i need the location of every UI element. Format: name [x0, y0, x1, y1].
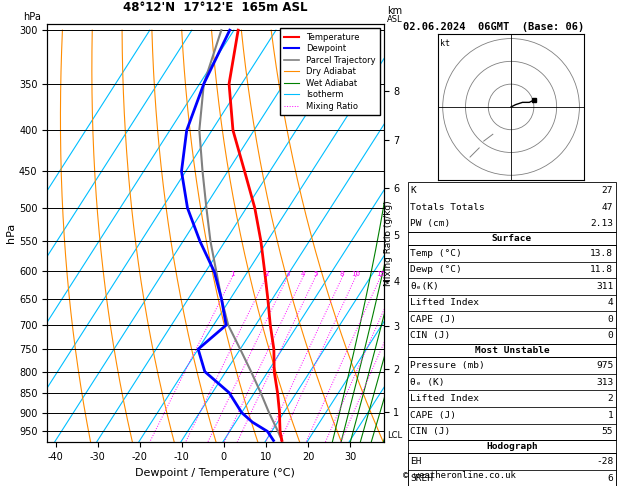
Text: CAPE (J): CAPE (J)	[410, 411, 456, 420]
Text: Totals Totals: Totals Totals	[410, 203, 485, 211]
Text: θₑ(K): θₑ(K)	[410, 282, 439, 291]
Text: SREH: SREH	[410, 473, 433, 483]
Text: 8: 8	[340, 271, 345, 277]
Text: 311: 311	[596, 282, 613, 291]
Text: 0: 0	[608, 331, 613, 340]
Text: 5: 5	[313, 271, 318, 277]
Text: 2.13: 2.13	[590, 219, 613, 228]
Text: Pressure (mb): Pressure (mb)	[410, 361, 485, 370]
Text: LCL: LCL	[387, 431, 402, 440]
Text: hPa: hPa	[24, 12, 42, 22]
Text: Lifted Index: Lifted Index	[410, 298, 479, 307]
Text: θₑ (K): θₑ (K)	[410, 378, 445, 387]
Text: 10: 10	[351, 271, 360, 277]
Text: 2: 2	[264, 271, 269, 277]
Text: PW (cm): PW (cm)	[410, 219, 450, 228]
Text: 1: 1	[608, 411, 613, 420]
Text: 15: 15	[376, 271, 385, 277]
Text: Most Unstable: Most Unstable	[475, 347, 549, 355]
Text: 975: 975	[596, 361, 613, 370]
Text: EH: EH	[410, 457, 421, 466]
Text: Lifted Index: Lifted Index	[410, 394, 479, 403]
Text: -28: -28	[596, 457, 613, 466]
Text: 47: 47	[602, 203, 613, 211]
Text: Temp (°C): Temp (°C)	[410, 249, 462, 258]
Text: 2: 2	[608, 394, 613, 403]
Text: 13.8: 13.8	[590, 249, 613, 258]
Text: 27: 27	[602, 186, 613, 195]
Text: Surface: Surface	[492, 234, 532, 243]
Text: 48°12'N  17°12'E  165m ASL: 48°12'N 17°12'E 165m ASL	[123, 1, 308, 14]
Text: K: K	[410, 186, 416, 195]
Text: Mixing Ratio (g/kg): Mixing Ratio (g/kg)	[384, 200, 393, 286]
Text: kt: kt	[440, 38, 450, 48]
Text: ASL: ASL	[387, 15, 403, 24]
Text: Dewp (°C): Dewp (°C)	[410, 265, 462, 274]
Text: 3: 3	[285, 271, 289, 277]
Text: Hodograph: Hodograph	[486, 442, 538, 451]
X-axis label: Dewpoint / Temperature (°C): Dewpoint / Temperature (°C)	[135, 468, 296, 478]
Text: CAPE (J): CAPE (J)	[410, 315, 456, 324]
Text: CIN (J): CIN (J)	[410, 331, 450, 340]
Text: 4: 4	[608, 298, 613, 307]
Y-axis label: hPa: hPa	[6, 223, 16, 243]
Text: 55: 55	[602, 427, 613, 436]
Legend: Temperature, Dewpoint, Parcel Trajectory, Dry Adiabat, Wet Adiabat, Isotherm, Mi: Temperature, Dewpoint, Parcel Trajectory…	[280, 29, 379, 115]
Text: 4: 4	[301, 271, 305, 277]
Text: 11.8: 11.8	[590, 265, 613, 274]
Text: © weatheronline.co.uk: © weatheronline.co.uk	[403, 471, 515, 480]
Text: 6: 6	[608, 473, 613, 483]
Text: km: km	[387, 6, 402, 16]
Text: 313: 313	[596, 378, 613, 387]
Text: 1: 1	[230, 271, 235, 277]
Text: 0: 0	[608, 315, 613, 324]
Text: 02.06.2024  06GMT  (Base: 06): 02.06.2024 06GMT (Base: 06)	[403, 22, 584, 32]
Text: CIN (J): CIN (J)	[410, 427, 450, 436]
